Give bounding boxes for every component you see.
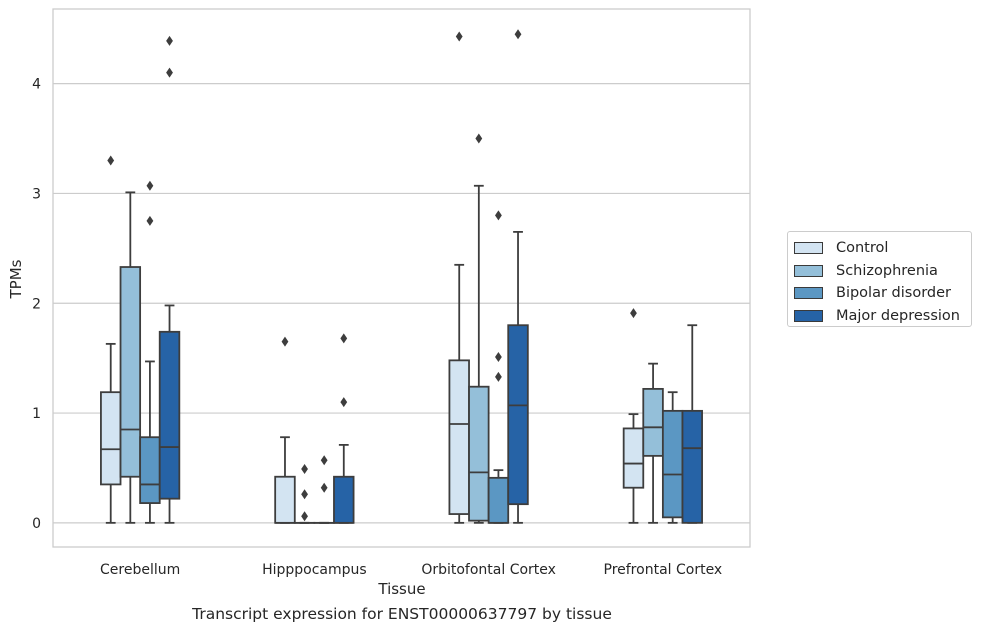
outlier-point (495, 352, 502, 363)
box-iqr (487, 476, 510, 524)
y-tick-label: 0 (32, 516, 41, 532)
y-tick-label: 1 (32, 406, 41, 422)
box-element (119, 191, 142, 524)
outlier-point (166, 35, 173, 46)
box-iqr (139, 436, 161, 504)
legend-item: Major depression (794, 305, 971, 328)
box-iqr (448, 359, 470, 515)
y-tick-label: 4 (32, 77, 41, 93)
y-tick-label: 2 (32, 296, 41, 312)
outlier-point (146, 215, 154, 226)
boxes (100, 29, 703, 524)
outlier-point (301, 511, 308, 522)
outlier-point (340, 333, 348, 344)
legend-item: Control (794, 237, 971, 260)
box-iqr (100, 391, 122, 486)
legend-label: Major depression (836, 308, 960, 325)
box-element (158, 35, 181, 524)
outlier-point (166, 67, 173, 78)
box-iqr (119, 266, 142, 478)
box-element (333, 333, 355, 524)
x-tick-label: Cerebellum (100, 562, 180, 578)
outlier-point (340, 397, 348, 408)
outlier-point (281, 336, 289, 347)
x-tick-label: Hipppocampus (262, 562, 367, 578)
x-tick-label: Prefrontal Cortex (604, 562, 723, 578)
box-iqr (661, 409, 684, 519)
legend-item: Bipolar disorder (794, 282, 971, 305)
box-iqr (642, 387, 664, 457)
legend-label: Control (836, 240, 889, 257)
y-tick-labels: 0 1 2 3 4 (32, 77, 41, 532)
y-axis-label: TPMs (7, 259, 25, 299)
outlier-point (630, 308, 637, 319)
box-iqr (333, 475, 355, 524)
legend-swatch (794, 264, 823, 277)
outlier-point (107, 155, 115, 166)
outlier-point (320, 455, 328, 466)
outlier-point (320, 482, 328, 493)
outlier-point (301, 464, 308, 475)
legend-swatch (794, 310, 823, 323)
box-iqr (158, 330, 181, 500)
box-iqr (681, 409, 703, 524)
outlier-point (495, 371, 502, 382)
outlier-point (455, 31, 463, 42)
outlier-point (146, 180, 154, 191)
box-element (100, 155, 122, 524)
box-iqr (507, 324, 529, 506)
x-tick-labels: Cerebellum Hipppocampus Orbitofontal Corte… (100, 562, 722, 578)
x-axis-label: Tissue (377, 580, 425, 598)
outlier-point (301, 489, 308, 500)
legend-label: Schizophrenia (836, 262, 938, 279)
box-iqr (274, 475, 296, 524)
y-tick-label: 3 (32, 186, 41, 202)
outlier-point (514, 29, 522, 40)
legend-swatch (794, 287, 823, 300)
legend-label: Bipolar disorder (836, 285, 951, 302)
legend-item: Schizophrenia (794, 260, 971, 283)
box-iqr (622, 427, 645, 489)
box-element (274, 336, 296, 524)
legend: Control Schizophrenia Bipolar disorder M… (787, 231, 972, 327)
box-element (681, 324, 703, 524)
box-element (507, 29, 529, 524)
box-element (622, 308, 645, 524)
outlier-point (495, 210, 502, 221)
box-element (468, 133, 490, 524)
legend-swatch (794, 242, 823, 255)
box-iqr (468, 385, 490, 522)
figure-caption: Transcript expression for ENST0000063779… (192, 605, 612, 623)
outlier-point (475, 133, 483, 144)
box-element (661, 391, 684, 524)
x-tick-label: Orbitofontal Cortex (421, 562, 556, 578)
